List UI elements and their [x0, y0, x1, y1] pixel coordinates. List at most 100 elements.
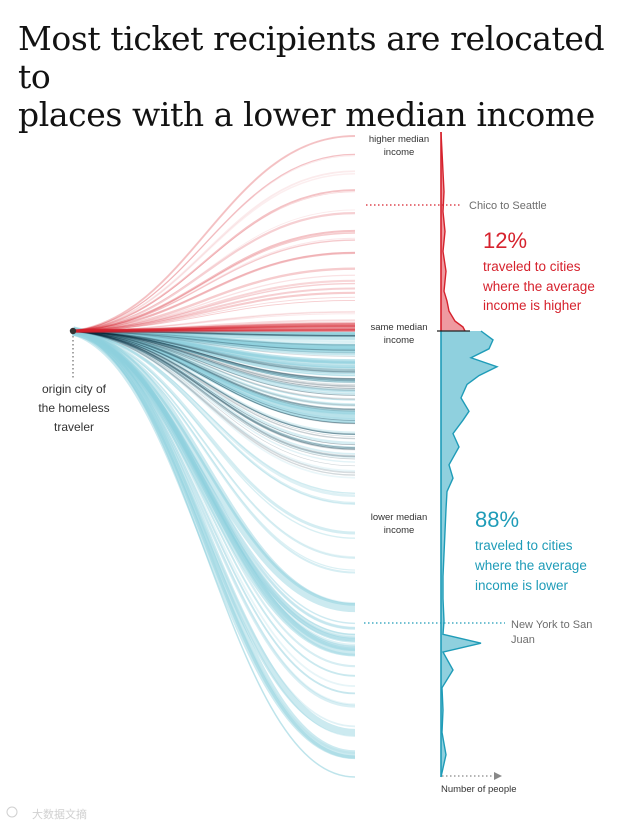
- higher-income-label-2: income: [384, 147, 415, 158]
- flow-line: [72, 330, 356, 354]
- flow-line: [72, 326, 356, 333]
- flow-line: [72, 134, 356, 332]
- flow-line: [72, 329, 356, 459]
- flow-line: [72, 330, 356, 373]
- flow-line: [72, 330, 356, 494]
- higher-distribution-outline: [440, 131, 466, 332]
- flow-line: [72, 330, 356, 411]
- flow-line: [72, 330, 356, 406]
- origin-label-1: origin city of: [42, 382, 107, 396]
- flow-line: [72, 330, 356, 421]
- flow-line: [72, 330, 356, 456]
- lower-pct: 88%: [475, 507, 519, 532]
- origin-label-2: the homeless: [38, 401, 109, 415]
- flow-line: [72, 329, 356, 450]
- flow-line: [72, 330, 356, 400]
- flow-line: [72, 330, 356, 559]
- flow-line: [72, 330, 356, 463]
- flow-line: [72, 328, 356, 350]
- lower-distribution-area: [441, 331, 497, 777]
- lower-income-label-2: income: [384, 525, 415, 536]
- flow-line: [72, 329, 356, 335]
- flow-line: [72, 330, 356, 386]
- flow-line: [72, 311, 356, 332]
- flow-line: [72, 329, 356, 348]
- flow-line: [72, 330, 356, 387]
- flow-line: [72, 330, 356, 571]
- chico-annotation: Chico to Seattle: [469, 200, 547, 212]
- flow-line: [72, 330, 356, 381]
- flow-line: [72, 330, 356, 337]
- flow-line: [72, 330, 356, 435]
- flow-line: [72, 189, 356, 332]
- x-axis-label: Number of people: [441, 784, 517, 795]
- flow-line: [72, 329, 356, 647]
- flow-line: [72, 329, 356, 642]
- flow-line: [72, 330, 356, 400]
- flow-line: [72, 321, 356, 333]
- flow-line: [72, 330, 356, 479]
- flow-line: [72, 330, 356, 451]
- flow-line: [72, 191, 356, 332]
- flow-line: [72, 330, 356, 539]
- title-line-1: Most ticket recipients are relocated to: [18, 19, 605, 96]
- flow-line: [72, 330, 356, 406]
- flow-line: [72, 330, 356, 346]
- flow-line: [72, 330, 356, 728]
- flow-line: [72, 330, 356, 391]
- flow-line: [72, 330, 356, 382]
- flow-line: [72, 326, 356, 613]
- flow-line: [72, 329, 356, 332]
- flow-line: [72, 324, 356, 333]
- flow-line: [72, 330, 356, 371]
- flow-line: [72, 322, 356, 333]
- flow-line: [72, 325, 356, 332]
- flow-line: [72, 330, 356, 558]
- flow-line: [72, 135, 356, 332]
- flow-line: [72, 330, 356, 476]
- watermark: 大数据文摘: [6, 806, 87, 821]
- flow-line: [72, 330, 356, 737]
- flow-line: [72, 330, 356, 435]
- flow-line: [72, 329, 356, 343]
- flow-line: [72, 330, 356, 415]
- flow-line: [72, 329, 356, 708]
- flow-line: [72, 330, 356, 643]
- flow-line: [72, 330, 356, 436]
- higher-income-label-1: higher median: [369, 134, 429, 145]
- flow-line: [72, 329, 356, 415]
- flow-line: [72, 330, 356, 437]
- flow-line: [72, 330, 356, 449]
- flow-line: [72, 329, 356, 473]
- higher-pct: 12%: [483, 228, 527, 253]
- flow-line: [72, 329, 356, 498]
- flow-line: [72, 330, 356, 778]
- flow-line: [72, 313, 356, 332]
- income-distribution: [437, 131, 499, 778]
- new-york-annotation-2: Juan: [511, 634, 535, 646]
- flow-line: [72, 274, 356, 332]
- flow-line: [72, 251, 356, 332]
- flow-line: [72, 326, 356, 333]
- flow-line: [72, 330, 356, 405]
- flow-line: [72, 329, 356, 445]
- flow-line: [72, 329, 356, 505]
- flow-line: [72, 329, 356, 383]
- flow-lines: [71, 134, 356, 778]
- flow-line: [72, 330, 356, 474]
- flow-line: [72, 330, 356, 424]
- flow-line: [72, 329, 356, 535]
- flow-line: [72, 287, 356, 332]
- flow-line: [72, 330, 356, 337]
- flow-line: [72, 330, 356, 363]
- same-income-label-1: same median: [370, 322, 427, 333]
- higher-distribution-area: [441, 132, 465, 331]
- flow-line: [72, 329, 356, 332]
- flow-line: [72, 330, 356, 357]
- flow-line: [72, 328, 356, 414]
- flow-line: [72, 325, 356, 332]
- flow-line: [72, 323, 356, 333]
- watermark-logo-icon: [6, 806, 18, 818]
- flow-line: [72, 329, 356, 424]
- flow-line: [72, 330, 356, 383]
